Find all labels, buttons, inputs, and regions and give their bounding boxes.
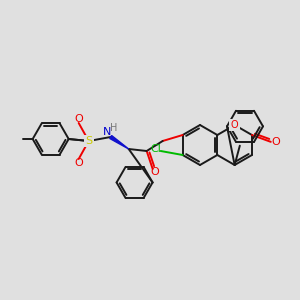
Text: O: O bbox=[272, 137, 280, 147]
Text: Cl: Cl bbox=[150, 144, 161, 154]
Text: O: O bbox=[74, 114, 83, 124]
Text: O: O bbox=[150, 167, 159, 177]
Text: O: O bbox=[74, 158, 83, 168]
Text: O: O bbox=[231, 120, 239, 130]
Text: N: N bbox=[103, 127, 111, 137]
Text: H: H bbox=[110, 123, 117, 133]
Polygon shape bbox=[110, 136, 129, 149]
Text: S: S bbox=[85, 136, 92, 146]
